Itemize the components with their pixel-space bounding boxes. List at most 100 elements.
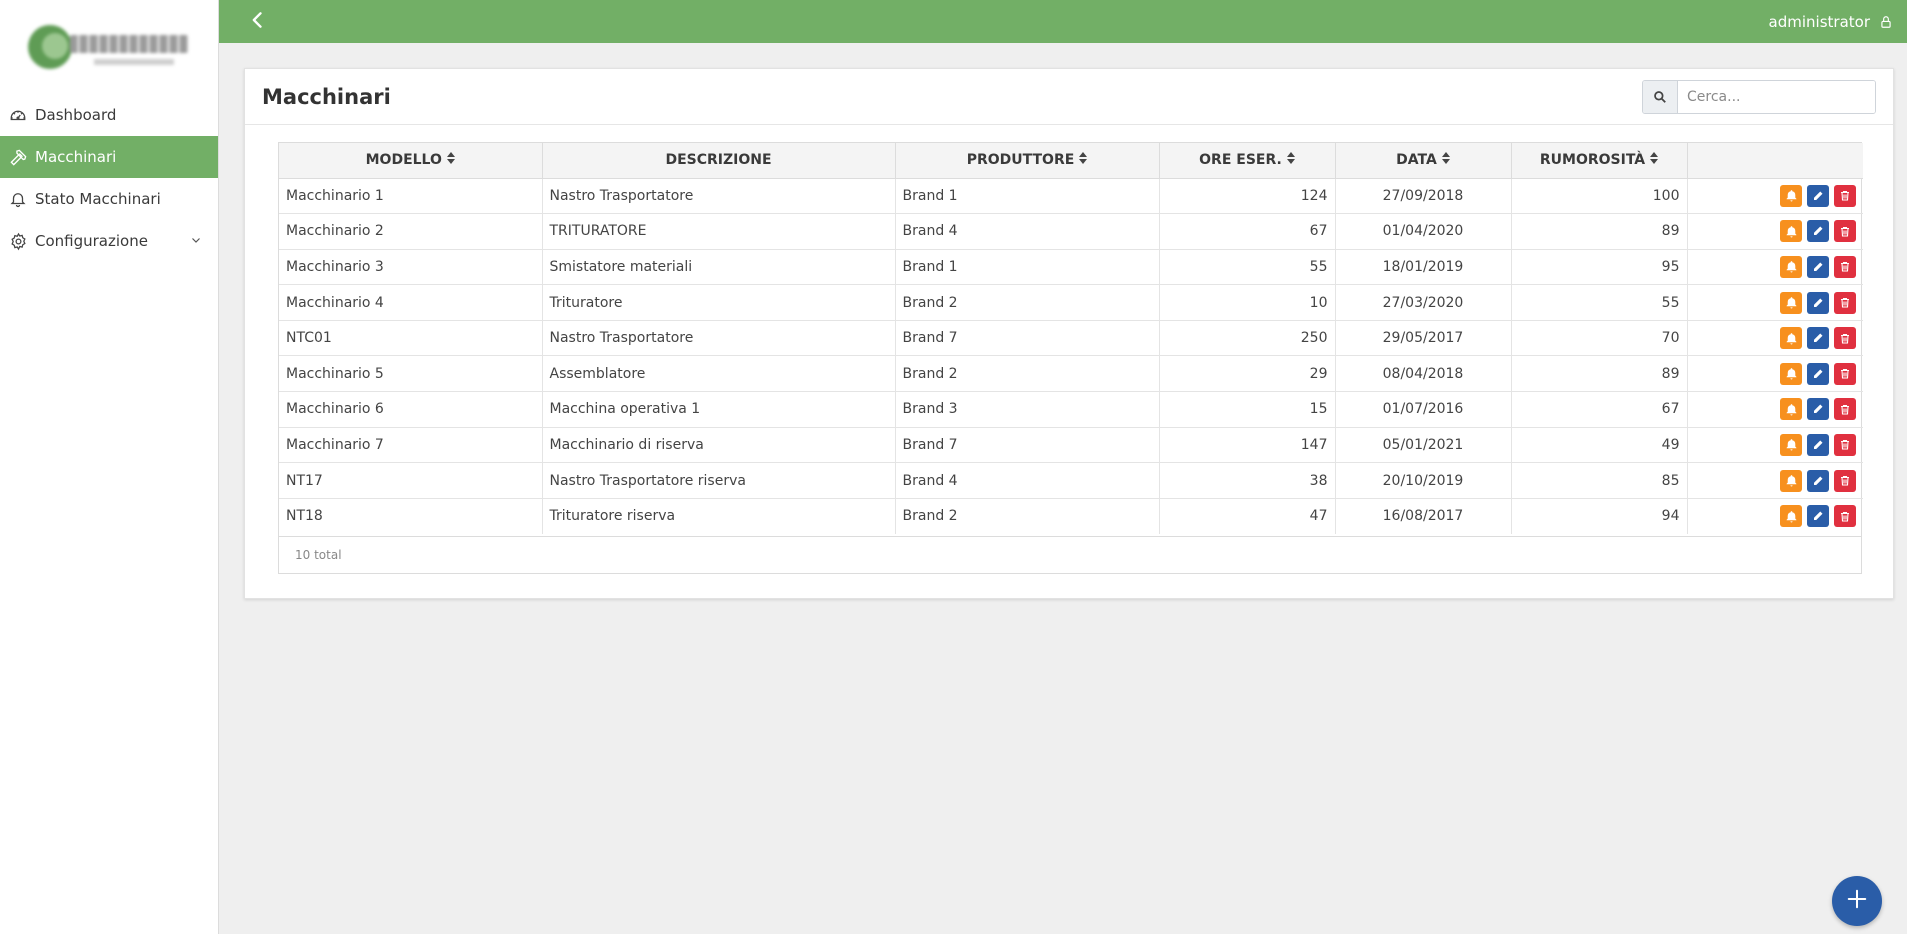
edit-button[interactable]: [1807, 505, 1829, 528]
cell-produttore: Brand 7: [895, 427, 1160, 464]
pencil-icon: [1812, 225, 1824, 237]
trash-icon: [1839, 332, 1851, 345]
sidebar-item-stato-macchinari[interactable]: Stato Macchinari: [0, 178, 218, 220]
cell-descrizione: Nastro Trasportatore: [542, 320, 896, 357]
table-row[interactable]: NTC01 Nastro Trasportatore Brand 7 250 29/05…: [279, 320, 1863, 357]
notification-button[interactable]: [1780, 255, 1802, 278]
cell-data: 05/01/2021: [1335, 427, 1512, 464]
sidebar-nav: Dashboard Macchinari Stato Macchinari Co…: [0, 94, 218, 262]
sidebar-item-dashboard[interactable]: Dashboard: [0, 94, 218, 136]
pencil-icon: [1812, 510, 1824, 522]
notification-button[interactable]: [1780, 291, 1802, 314]
edit-button[interactable]: [1807, 362, 1829, 385]
delete-button[interactable]: [1834, 327, 1856, 350]
cell-ore-eser: 147: [1159, 427, 1336, 464]
sidebar-item-configurazione[interactable]: Configurazione: [0, 220, 218, 262]
notification-button[interactable]: [1780, 505, 1802, 528]
pencil-icon: [1812, 439, 1824, 451]
speedometer-icon: [8, 105, 28, 125]
edit-button[interactable]: [1807, 255, 1829, 278]
sort-icon: [1286, 152, 1295, 168]
cell-modello: NTC01: [279, 320, 543, 357]
trash-icon: [1839, 296, 1851, 309]
cell-ore-eser: 124: [1159, 178, 1336, 215]
cell-data: 01/07/2016: [1335, 391, 1512, 428]
notification-button[interactable]: [1780, 433, 1802, 456]
row-actions: [1687, 391, 1863, 428]
edit-button[interactable]: [1807, 433, 1829, 456]
cell-ore-eser: 47: [1159, 498, 1336, 534]
sidebar-item-macchinari[interactable]: Macchinari: [0, 136, 218, 178]
edit-button[interactable]: [1807, 184, 1829, 207]
cell-rumorosita: 89: [1511, 213, 1688, 250]
cell-rumorosita: 89: [1511, 355, 1688, 393]
column-header-rumorosita[interactable]: RUMOROSITÀ: [1511, 143, 1688, 179]
column-header-produttore[interactable]: PRODUTTORE: [895, 143, 1160, 179]
notification-button[interactable]: [1780, 362, 1802, 385]
trash-icon: [1839, 438, 1851, 451]
cell-data: 27/09/2018: [1335, 178, 1512, 215]
delete-button[interactable]: [1834, 362, 1856, 385]
search-input[interactable]: [1678, 80, 1875, 113]
cell-data: 27/03/2020: [1335, 284, 1512, 321]
table-row[interactable]: Macchinario 4 Trituratore Brand 2 10 27/03/2…: [279, 284, 1863, 321]
delete-button[interactable]: [1834, 184, 1856, 207]
table-row[interactable]: Macchinario 2 TRITURATORE Brand 4 67 01/04/2…: [279, 213, 1863, 250]
trash-icon: [1839, 510, 1851, 523]
table-row[interactable]: Macchinario 3 Smistatore materiali Brand 1…: [279, 249, 1863, 286]
pencil-icon: [1812, 297, 1824, 309]
add-machine-button[interactable]: [1832, 876, 1882, 926]
edit-button[interactable]: [1807, 291, 1829, 314]
row-actions: [1687, 284, 1863, 321]
delete-button[interactable]: [1834, 433, 1856, 456]
cell-ore-eser: 15: [1159, 391, 1336, 428]
notification-button[interactable]: [1780, 220, 1802, 243]
sidebar-item-label: Stato Macchinari: [35, 190, 161, 208]
notification-button[interactable]: [1780, 469, 1802, 492]
search-box: [1642, 79, 1876, 114]
user-menu[interactable]: administrator: [1769, 13, 1893, 31]
pencil-icon: [1812, 190, 1824, 202]
trash-icon: [1839, 225, 1851, 238]
back-button[interactable]: [241, 5, 275, 39]
edit-button[interactable]: [1807, 398, 1829, 421]
cell-produttore: Brand 3: [895, 391, 1160, 428]
delete-button[interactable]: [1834, 220, 1856, 243]
delete-button[interactable]: [1834, 469, 1856, 492]
notification-button[interactable]: [1780, 184, 1802, 207]
top-bar: administrator: [219, 0, 1907, 43]
delete-button[interactable]: [1834, 255, 1856, 278]
edit-button[interactable]: [1807, 469, 1829, 492]
delete-button[interactable]: [1834, 505, 1856, 528]
edit-button[interactable]: [1807, 327, 1829, 350]
notification-button[interactable]: [1780, 398, 1802, 421]
cell-descrizione: Assemblatore: [542, 355, 896, 393]
notification-button[interactable]: [1780, 327, 1802, 350]
cell-produttore: Brand 4: [895, 462, 1160, 499]
lock-icon: [1879, 14, 1893, 30]
table-row[interactable]: Macchinario 1 Nastro Trasportatore Brand 1…: [279, 178, 1863, 215]
column-header-modello[interactable]: MODELLO: [279, 143, 543, 179]
table-row[interactable]: Macchinario 6 Macchina operativa 1 Brand 3…: [279, 391, 1863, 428]
cell-data: 01/04/2020: [1335, 213, 1512, 250]
trash-icon: [1839, 189, 1851, 202]
trash-icon: [1839, 367, 1851, 380]
search-icon[interactable]: [1643, 80, 1678, 113]
trash-icon: [1839, 474, 1851, 487]
delete-button[interactable]: [1834, 398, 1856, 421]
cell-modello: NT18: [279, 498, 543, 534]
sidebar-item-label: Configurazione: [35, 232, 148, 250]
delete-button[interactable]: [1834, 291, 1856, 314]
company-logo[interactable]: [0, 0, 218, 94]
table-row[interactable]: NT18 Trituratore riserva Brand 2 47 16/08/20…: [279, 498, 1863, 534]
pencil-icon: [1812, 332, 1824, 344]
hammer-icon: [8, 147, 28, 167]
table-row[interactable]: Macchinario 5 Assemblatore Brand 2 29 08/04/…: [279, 355, 1863, 393]
column-header-ore-eser[interactable]: ORE ESER.: [1159, 143, 1336, 179]
row-actions: [1687, 498, 1863, 534]
table-row[interactable]: Macchinario 7 Macchinario di riserva Brand…: [279, 427, 1863, 464]
column-header-data[interactable]: DATA: [1335, 143, 1512, 179]
edit-button[interactable]: [1807, 220, 1829, 243]
cell-descrizione: Smistatore materiali: [542, 249, 896, 286]
